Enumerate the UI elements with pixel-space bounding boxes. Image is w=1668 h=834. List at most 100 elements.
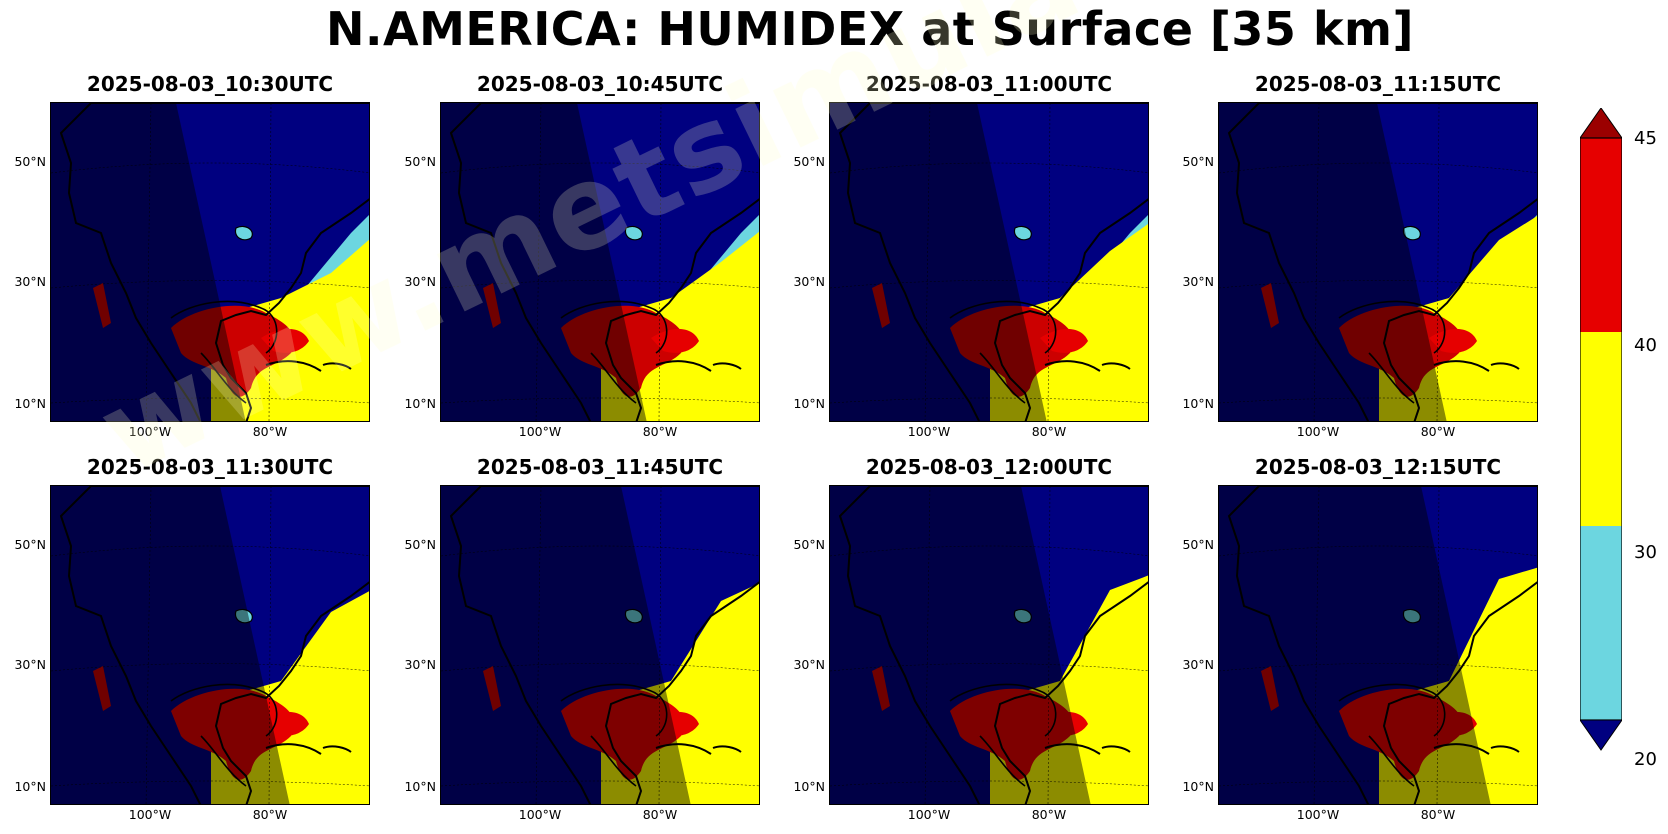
humidex-map [829,485,1149,805]
great-lakes [234,225,253,241]
lon-label: 80°W [1031,424,1067,439]
colorbar-level-20-30 [1580,526,1622,720]
panel-title: 2025-08-03_12:15UTC [1254,455,1502,479]
great-lakes [624,225,643,241]
night-shade [830,486,1091,804]
lat-line-50 [1219,162,1537,174]
lon-line-100 [145,486,152,804]
gulf-red-area [950,305,1074,397]
lon-line-80 [1047,103,1051,421]
lat-label: 30°N [1182,657,1214,672]
lat-line-30 [51,280,369,289]
lon-line-100 [535,486,542,804]
night-shade [1219,486,1491,804]
gulf-coast [560,300,668,404]
lon-label: 80°W [1420,807,1456,822]
lat-line-50 [441,162,759,174]
lat-line-50 [830,162,1148,174]
west-coast-red [93,283,111,328]
lat-label: 10°N [793,396,825,411]
gulf-coast [170,683,278,787]
lon-label: 100°W [128,424,172,439]
lon-line-80 [268,486,272,804]
lat-line-30 [441,663,759,672]
cuba [265,743,322,755]
lon-line-80 [1047,486,1051,804]
gulf-red-area [561,305,685,397]
lat-label: 10°N [1182,779,1214,794]
panel-title: 2025-08-03_11:15UTC [1254,72,1502,96]
panel-title: 2025-08-03_11:30UTC [86,455,334,479]
lat-line-30 [51,663,369,672]
night-shade [441,486,691,804]
panel-title: 2025-08-03_12:00UTC [865,455,1113,479]
lon-line-100 [535,103,542,421]
lat-label: 10°N [404,396,436,411]
lat-line-30 [1219,280,1537,289]
colorbar-tick-45: 45 [1634,128,1657,149]
west-coast-red [872,283,890,328]
gulf-red-area [171,688,295,780]
lat-line-30 [830,280,1148,289]
panel-title: 2025-08-03_10:30UTC [86,72,334,96]
hispaniola [712,745,742,753]
lon-label: 80°W [1031,807,1067,822]
lat-line-10 [441,397,759,404]
lon-label: 100°W [1296,807,1340,822]
cuba [655,743,712,755]
colorbar-tick-40: 40 [1634,335,1657,356]
humidex-map [829,102,1149,422]
land-outline [59,486,369,804]
lon-line-80 [658,486,662,804]
gulf-red-area [171,305,295,397]
great-lakes [624,608,643,624]
gulf-red-area [1339,305,1463,397]
humidex-map [50,102,370,422]
night-shade [51,103,246,421]
colorbar-level-40-45 [1580,138,1622,332]
night-shade [51,486,290,804]
lat-label: 50°N [14,154,46,169]
west-coast-red [93,666,111,711]
west-coast-red [483,283,501,328]
lat-label: 50°N [404,154,436,169]
lat-label: 30°N [1182,274,1214,289]
lat-label: 10°N [404,779,436,794]
land-outline [1227,103,1537,421]
lat-label: 50°N [793,154,825,169]
hispaniola [1490,362,1520,370]
west-coast-red [1261,283,1279,328]
lon-line-100 [145,103,152,421]
lon-line-100 [1313,103,1320,421]
hispaniola [1490,745,1520,753]
hispaniola [712,362,742,370]
land-outline [449,486,759,804]
lon-line-80 [658,103,662,421]
lon-label: 100°W [518,807,562,822]
great-lakes [1402,608,1421,624]
lat-line-30 [1219,663,1537,672]
hispaniola [1101,362,1131,370]
lon-label: 80°W [1420,424,1456,439]
lat-label: 30°N [793,274,825,289]
lon-label: 100°W [128,807,172,822]
great-lakes [1402,225,1421,241]
lat-line-10 [830,397,1148,404]
lon-label: 80°W [252,424,288,439]
lat-line-10 [51,780,369,787]
land-outline [59,103,369,421]
west-coast-red [872,666,890,711]
cuba [1044,360,1101,372]
land-outline [838,486,1148,804]
lat-label: 50°N [404,537,436,552]
lat-line-50 [441,545,759,557]
night-shade [441,103,647,421]
lat-line-50 [51,545,369,557]
lat-line-10 [51,397,369,404]
lat-line-30 [830,663,1148,672]
lat-label: 50°N [14,537,46,552]
humidex-map [440,102,760,422]
great-lakes [1013,608,1032,624]
panel-title: 2025-08-03_10:45UTC [476,72,724,96]
humidex-map [1218,485,1538,805]
